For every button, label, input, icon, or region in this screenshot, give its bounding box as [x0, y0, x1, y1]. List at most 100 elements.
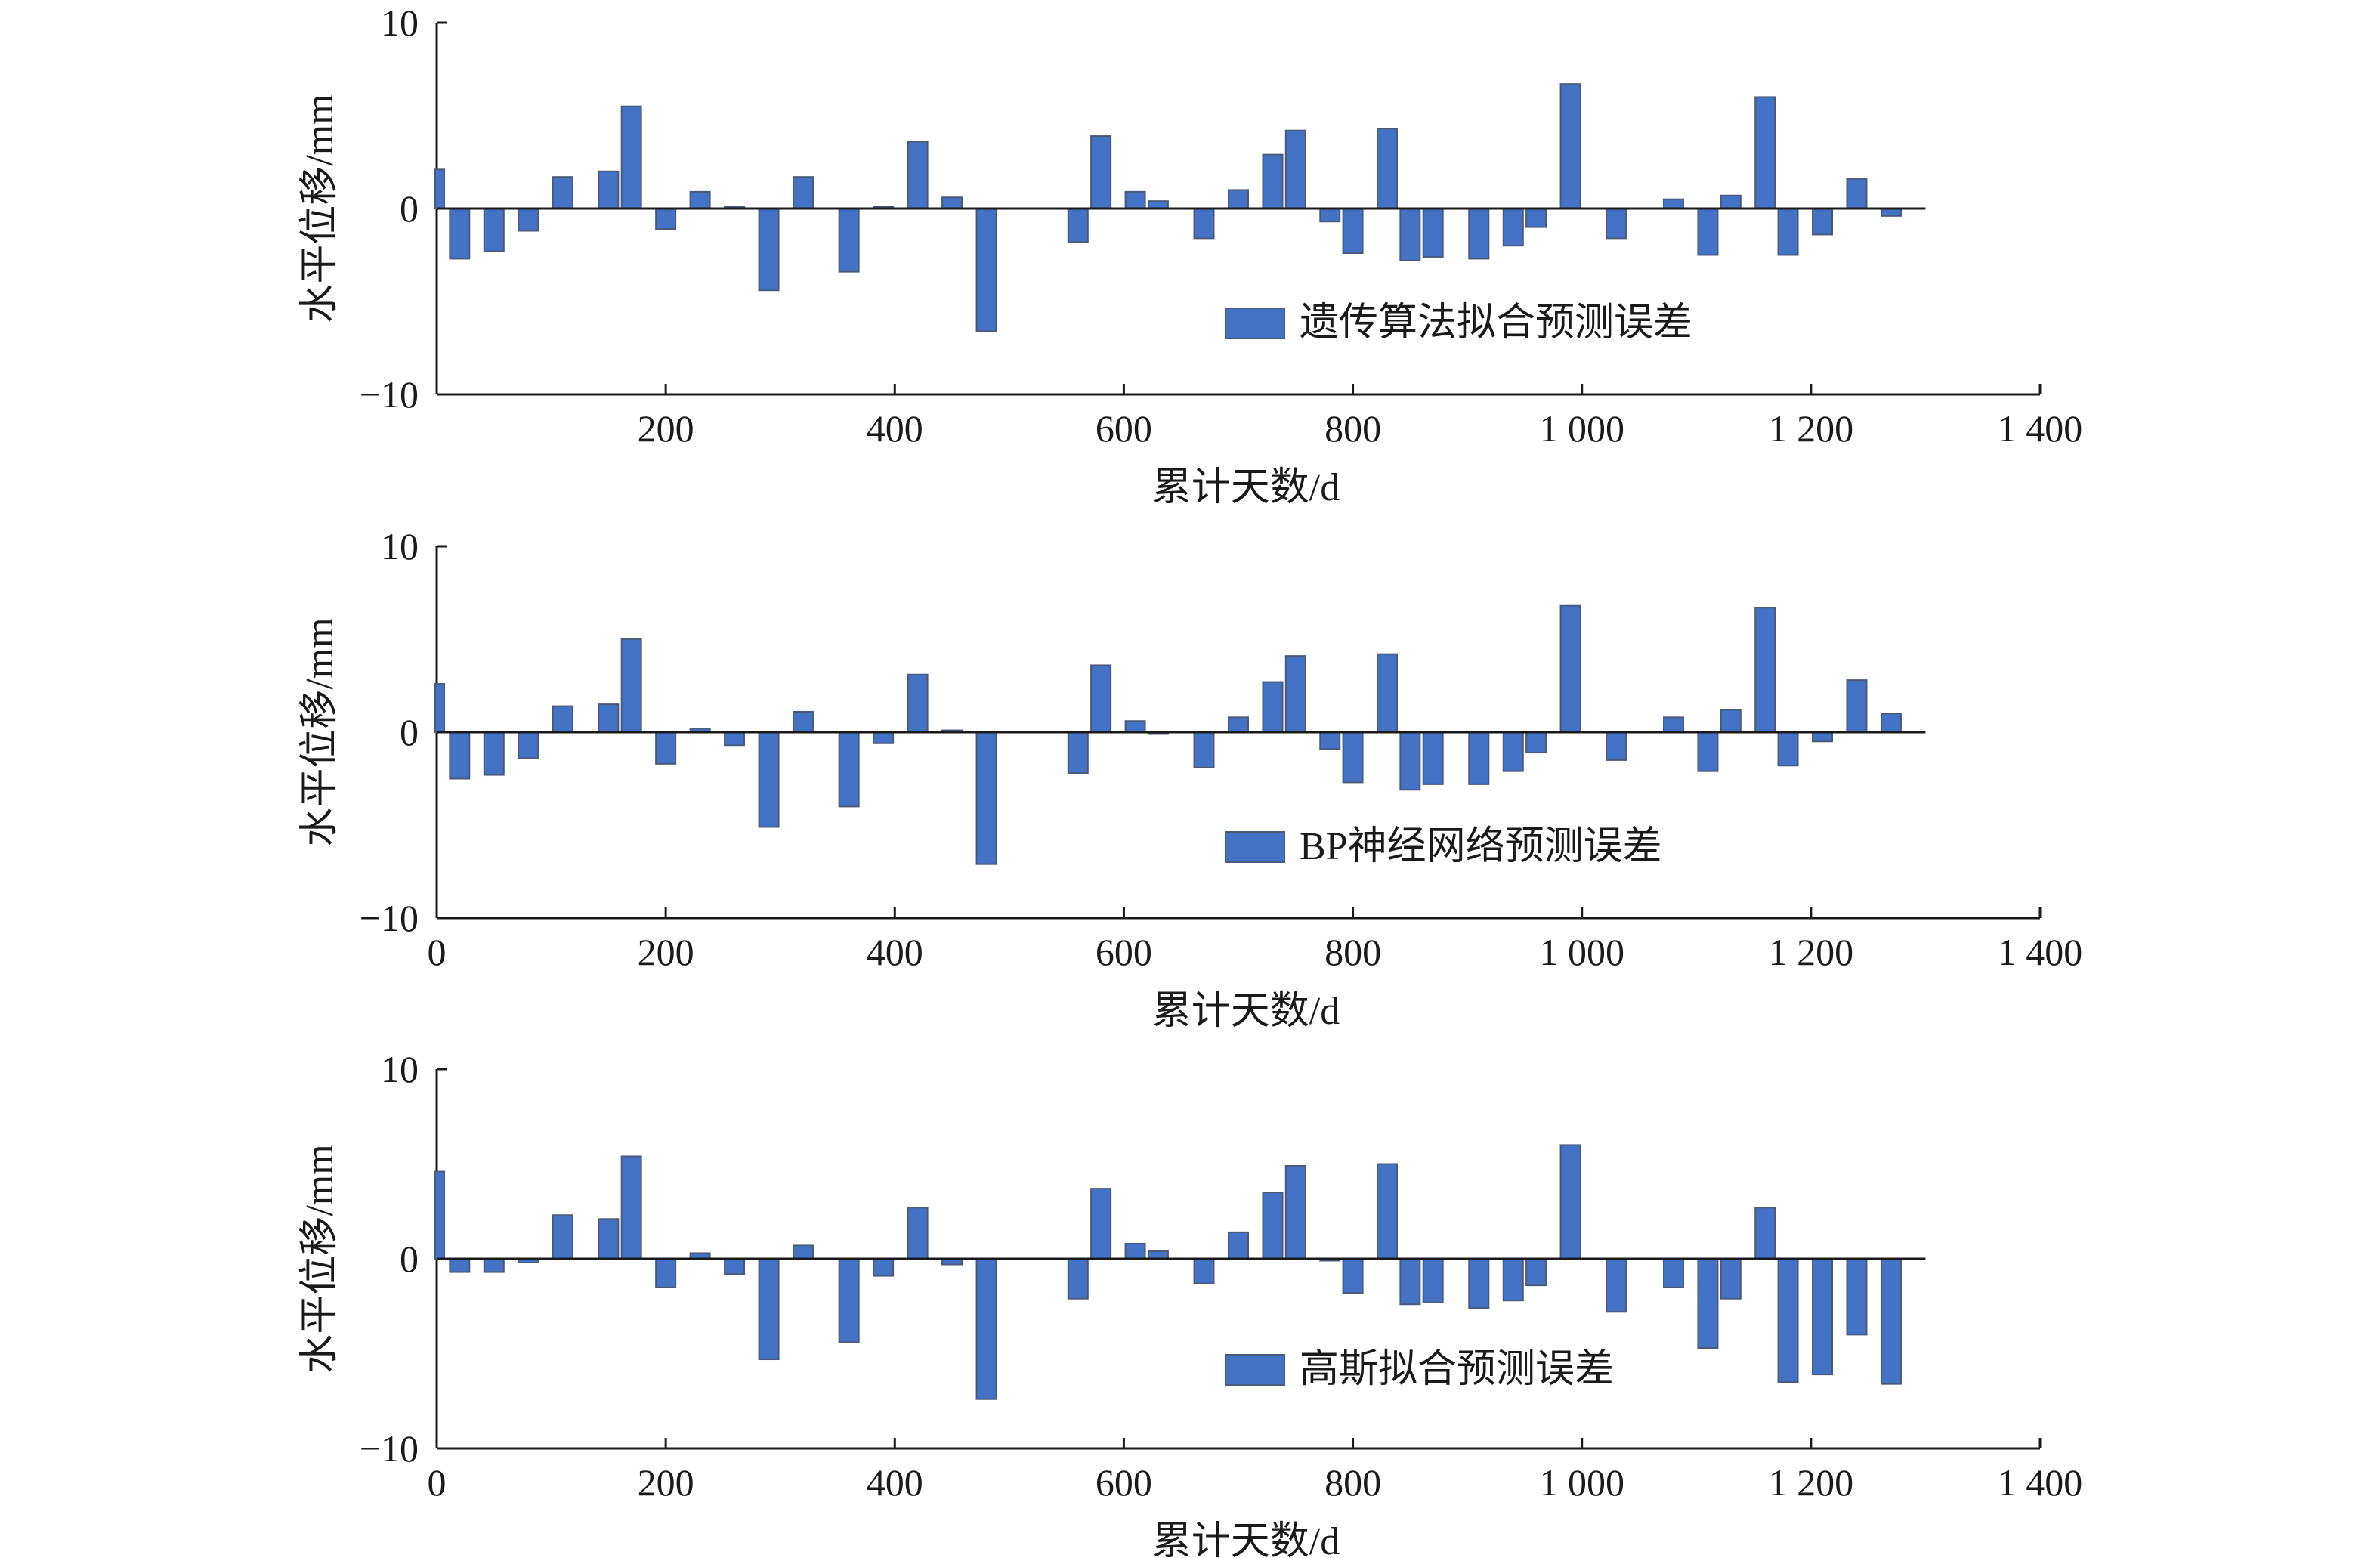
bar	[1228, 189, 1249, 209]
bar	[1559, 83, 1581, 210]
bar	[449, 208, 471, 260]
x-tick-label: 0	[428, 931, 447, 973]
legend-label: 高斯拟合预测误差	[1300, 1348, 1614, 1391]
bar	[655, 1258, 677, 1288]
bar	[1228, 1231, 1249, 1260]
y-tick-label: −10	[360, 897, 419, 939]
y-tick-label: 10	[381, 1048, 419, 1090]
bar	[1697, 731, 1719, 772]
bar	[1697, 208, 1719, 256]
x-tick-label: 400	[867, 931, 923, 973]
legend: BP神经网络预测误差	[1225, 825, 1662, 868]
bar	[1720, 1258, 1742, 1300]
bar	[1880, 1258, 1902, 1385]
y-tick-label: 0	[400, 187, 419, 230]
x-tick-label: 1 000	[1539, 1461, 1624, 1504]
bar	[1468, 731, 1490, 785]
bar	[449, 731, 471, 780]
bar	[1124, 1242, 1146, 1260]
bar	[1193, 1258, 1215, 1284]
bar	[1880, 713, 1902, 734]
bar	[598, 703, 620, 733]
bar	[483, 731, 505, 776]
bar	[873, 1258, 895, 1277]
legend-swatch	[1225, 831, 1285, 863]
bar	[620, 105, 642, 209]
bar	[689, 190, 711, 209]
bar	[1662, 198, 1684, 210]
y-axis-label: 水平位移/mm	[298, 617, 342, 846]
bar	[1090, 664, 1112, 733]
bar	[1720, 194, 1742, 209]
bar	[598, 1218, 620, 1260]
x-tick-label: 0	[428, 1461, 447, 1504]
bar	[1502, 731, 1524, 772]
x-tick-label: 1 200	[1769, 407, 1854, 450]
bar	[434, 1170, 445, 1260]
bar	[1147, 1250, 1169, 1260]
bar	[1422, 208, 1444, 258]
legend-label: BP神经网络预测误差	[1300, 825, 1662, 868]
bar	[1399, 731, 1421, 791]
bar	[1812, 1258, 1834, 1376]
bar	[1846, 1258, 1868, 1336]
bar	[552, 176, 573, 209]
x-tick-label: 1 200	[1769, 1461, 1854, 1504]
bar	[838, 1258, 860, 1343]
bar	[1284, 1165, 1306, 1260]
y-axis-label: 水平位移/mm	[298, 94, 342, 323]
bar	[793, 710, 814, 734]
bar	[1319, 731, 1341, 750]
bar	[1559, 1144, 1581, 1260]
x-tick-label: 200	[638, 407, 694, 450]
bar	[724, 1258, 746, 1275]
bar	[598, 170, 620, 210]
bar	[655, 731, 677, 765]
bar	[941, 196, 963, 209]
bar	[1193, 731, 1215, 768]
x-axis-label: 累计天数/d	[1152, 466, 1340, 509]
bar	[1422, 1258, 1444, 1303]
bar	[1606, 731, 1627, 761]
chart-panel-1: 200 400 600 800 1 000 1 200 1 400 −10 0 10 累计天数/d 水…	[298, 2, 2082, 509]
bar	[1262, 1192, 1284, 1260]
bar	[1846, 679, 1868, 733]
bar	[1262, 153, 1284, 209]
x-tick-label: 1 200	[1769, 931, 1854, 973]
bar	[1812, 208, 1834, 236]
bar	[1422, 731, 1444, 785]
bar	[1559, 604, 1581, 733]
bar	[1377, 1163, 1399, 1260]
bar	[1067, 208, 1089, 243]
bar	[483, 1258, 505, 1273]
bar	[483, 208, 505, 252]
bar	[1399, 208, 1421, 261]
bar	[1754, 1207, 1776, 1260]
bar	[793, 1244, 814, 1260]
bar	[838, 208, 860, 273]
bar	[1662, 716, 1684, 734]
bar	[758, 731, 780, 828]
bar	[907, 673, 929, 733]
bar	[838, 731, 860, 808]
bar	[1777, 208, 1799, 256]
bar	[518, 208, 539, 232]
y-tick-label: −10	[360, 373, 419, 416]
bar	[1662, 1258, 1684, 1288]
legend-swatch	[1225, 1354, 1285, 1386]
x-tick-label: 1 400	[1998, 407, 2083, 450]
bar	[1377, 128, 1399, 209]
bar	[907, 141, 929, 209]
x-tick-label: 600	[1096, 931, 1152, 973]
x-tick-label: 200	[638, 1461, 694, 1504]
bar	[1124, 190, 1146, 209]
bar	[1067, 731, 1089, 774]
bar	[1697, 1258, 1719, 1349]
bar	[975, 1258, 997, 1400]
bar	[1228, 716, 1249, 734]
x-tick-label: 600	[1096, 1461, 1152, 1504]
legend: 遗传算法拟合预测误差	[1225, 301, 1692, 345]
bar	[449, 1258, 471, 1273]
